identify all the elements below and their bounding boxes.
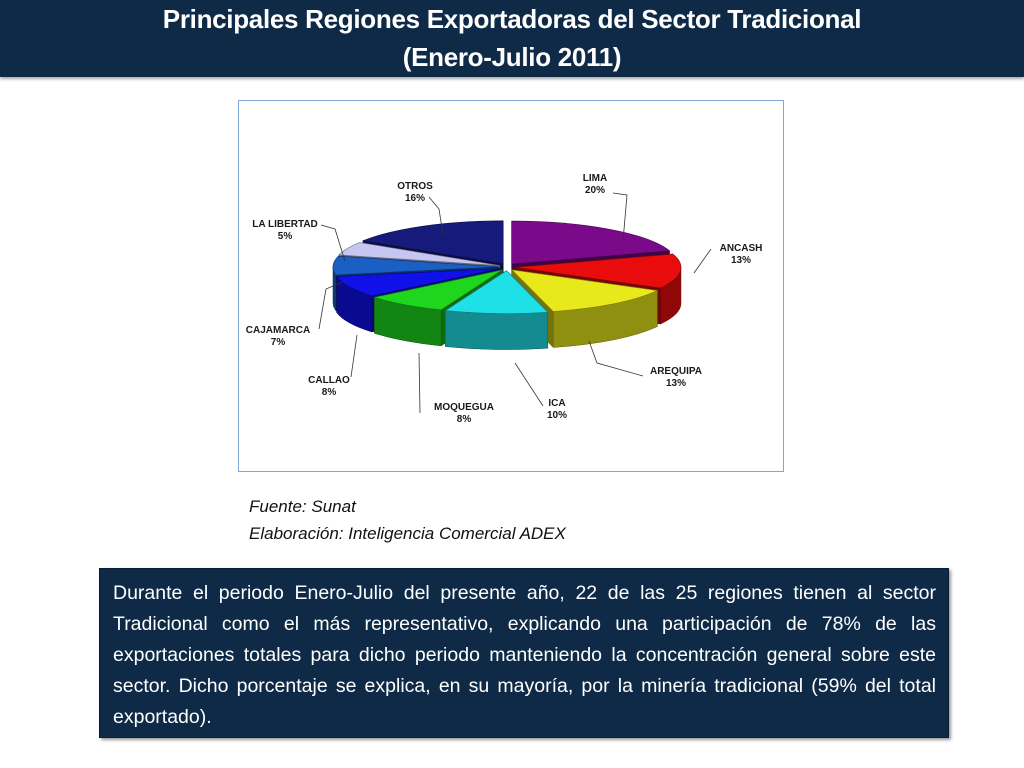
leader-line [588,340,644,377]
pie-slice [336,268,500,297]
leader-line [693,248,712,274]
slice-label: LIMA [583,173,607,184]
pie-tops [332,220,682,314]
source-fuente: Fuente: Sunat [249,497,356,516]
slice-pct-label: 10% [547,410,567,421]
slice-label: CAJAMARCA [246,325,310,336]
pie-chart: LIMA20%ANCASH13%AREQUIPA13%ICA10%MOQUEGU… [246,173,763,425]
slice-pct-label: 7% [271,337,286,348]
slice-label: MOQUEGUA [434,402,494,413]
slice-pct-label: 8% [322,387,337,398]
slice-label: ANCASH [720,243,763,254]
page-subtitle: (Enero-Julio 2011) [402,42,622,72]
leader-line [350,334,358,378]
summary-text: Durante el periodo Enero-Julio del prese… [113,582,936,728]
slice-pct-label: 20% [585,185,605,196]
summary-box: Durante el periodo Enero-Julio del prese… [99,568,949,738]
pie-slice-edge [445,310,549,350]
slice-label: LA LIBERTAD [252,219,318,230]
slice-pct-label: 8% [457,414,472,425]
pie-slice [373,269,503,311]
page-title: Principales Regiones Exportadoras del Se… [162,4,862,34]
slice-pct-label: 5% [278,231,293,242]
pie-labels: LIMA20%ANCASH13%AREQUIPA13%ICA10%MOQUEGU… [246,173,763,425]
pie-slice [444,270,549,314]
slice-pct-label: 13% [666,378,686,389]
slice-label: AREQUIPA [650,366,702,377]
pie-slice [511,220,671,265]
slice-pct-label: 13% [731,255,751,266]
leader-line [612,192,628,242]
slice-pct-label: 16% [405,193,425,204]
source-elaboracion: Elaboración: Inteligencia Comercial ADEX [249,524,566,543]
title-bar: Principales Regiones Exportadoras del Se… [0,0,1024,77]
pie-slice [514,253,682,289]
slice-label: CALLAO [308,375,350,386]
leader-line [514,362,544,407]
slice-label: ICA [548,398,565,409]
pie-slice [332,255,500,276]
pie-slice [361,220,504,265]
leader-line [418,352,421,414]
pie-chart-frame: LIMA 20% ANCASH 13% AREQUIPA 13% ICA 10% MOQUEGU… [238,100,784,472]
leader-line [318,280,346,330]
leader-line [320,224,346,262]
leader-line [428,196,444,236]
slice-label: OTROS [397,181,433,192]
pie-slice [511,269,659,312]
pie-slice [338,242,500,266]
